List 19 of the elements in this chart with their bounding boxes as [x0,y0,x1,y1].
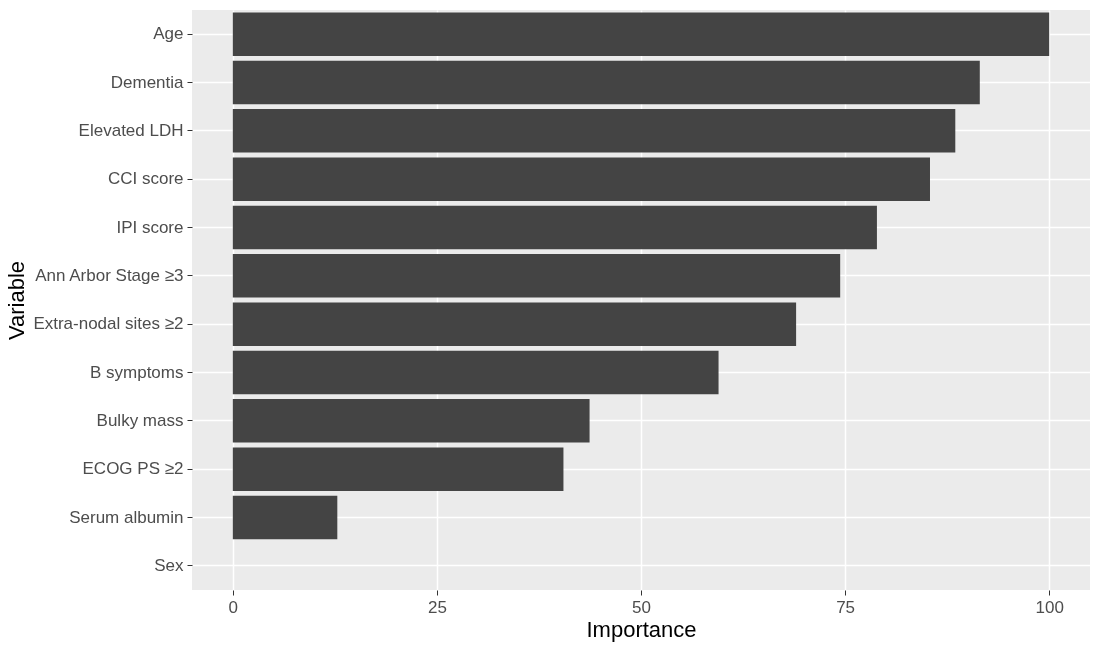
x-tick-label: 100 [1035,597,1064,617]
x-tick-label: 0 [228,597,239,617]
y-tick-label: ECOG PS ≥2 [82,459,184,479]
x-tick-label: 50 [632,597,651,617]
y-axis-title: Variable [4,260,30,341]
y-tick-label: Extra-nodal sites ≥2 [33,314,184,334]
y-tick-label: Serum albumin [69,507,184,527]
y-tick-label: Ann Arbor Stage ≥3 [35,265,184,285]
y-tick-label: Age [153,24,184,44]
y-tick-label: IPI score [116,217,184,237]
y-tick-label: Sex [154,555,184,575]
y-tick-label: Elevated LDH [78,120,184,140]
y-tick-label: B symptoms [89,362,184,382]
x-axis-title: Importance [586,616,697,642]
x-tick-label: 25 [427,597,447,617]
x-tick-label: 75 [836,597,856,617]
y-tick-label: CCI score [107,169,184,189]
y-tick-label: Dementia [110,72,185,92]
y-tick-label: Bulky mass [96,410,184,430]
